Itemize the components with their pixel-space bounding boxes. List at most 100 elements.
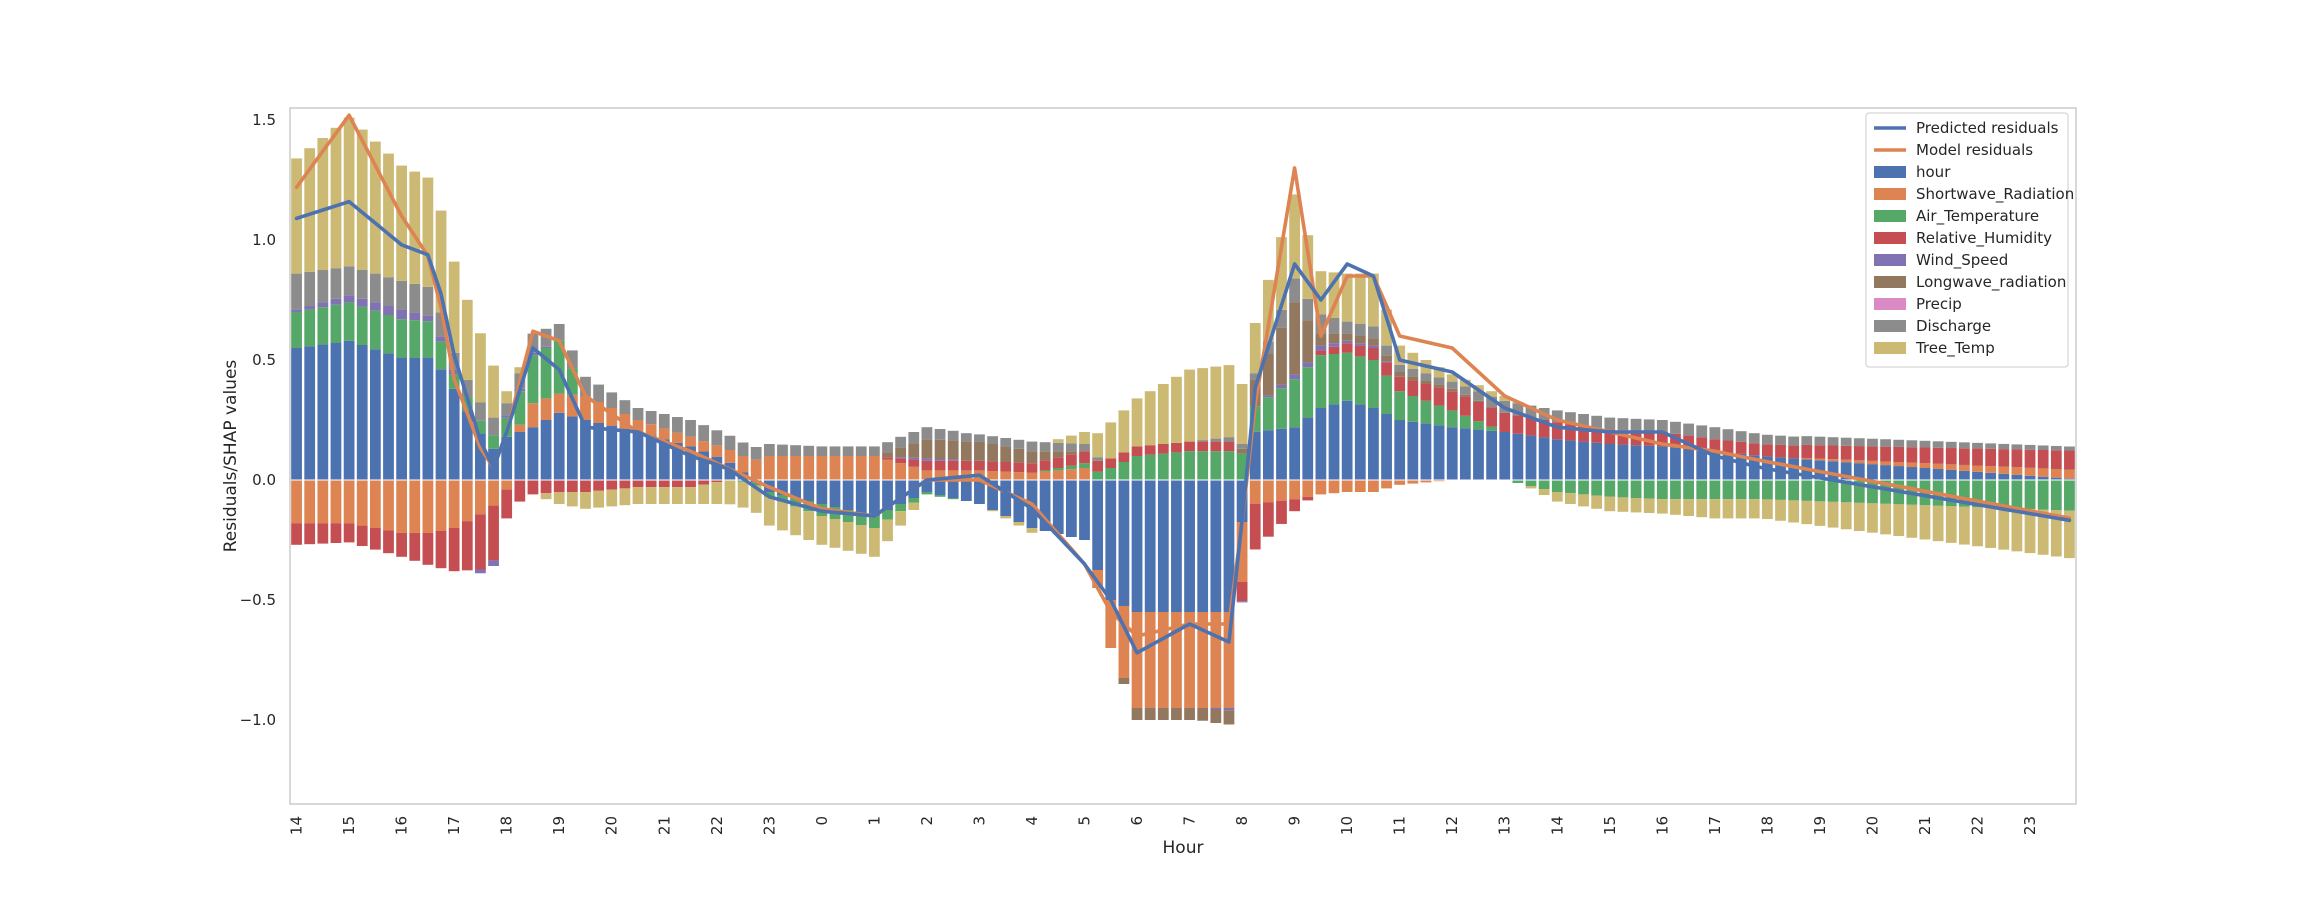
legend-label: Shortwave_Radiation	[1916, 185, 2074, 204]
bar-discharge-23	[593, 384, 604, 402]
bar-air-temperature-4	[343, 302, 355, 341]
bar-tree-temp-8	[396, 165, 408, 281]
bar-tree-temp-42	[842, 522, 854, 551]
bar-tree-temp-111	[1748, 499, 1760, 519]
bar-discharge-3	[330, 268, 342, 299]
bar-discharge-104	[1656, 420, 1668, 432]
bar-relative-humidity-132	[2024, 449, 2036, 468]
bar-hour-132	[2024, 475, 2036, 480]
legend-label: Relative_Humidity	[1916, 229, 2052, 248]
bar-tree-temp-6	[369, 141, 381, 274]
x-tick-label: 11	[1391, 816, 1409, 835]
bar-wind-speed-74	[1262, 395, 1274, 398]
bar-tree-temp-35	[750, 485, 762, 513]
x-tick-label: 0	[813, 816, 831, 826]
bar-shortwave-radiation-60	[1079, 468, 1090, 480]
bar-air-temperature-50	[947, 498, 959, 500]
x-tick-label: 23	[760, 816, 778, 835]
bar-relative-humidity-16	[501, 489, 513, 519]
bar-tree-temp-117	[1827, 501, 1839, 528]
bar-discharge-132	[2024, 444, 2036, 450]
bar-shortwave-radiation-46	[895, 463, 907, 480]
bar-discharge-99	[1591, 415, 1603, 428]
bar-shortwave-radiation-68	[1184, 612, 1195, 708]
bar-discharge-34	[737, 442, 749, 456]
bar-hour-79	[1328, 404, 1340, 480]
bar-hour-134	[2050, 477, 2062, 480]
bar-air-temperature-107	[1696, 480, 1708, 500]
bar-tree-temp-23	[593, 490, 604, 508]
bar-shortwave-radiation-23	[593, 402, 604, 423]
bar-shortwave-radiation-17	[514, 424, 526, 432]
bar-shortwave-radiation-85	[1407, 480, 1419, 484]
bar-longwave-radiation-82	[1368, 338, 1379, 346]
bar-tree-temp-65	[1144, 391, 1156, 446]
bar-longwave-radiation-80	[1341, 333, 1353, 341]
bar-tree-temp-77	[1302, 235, 1314, 299]
bar-relative-humidity-13	[461, 521, 473, 571]
bar-shortwave-radiation-3	[330, 480, 342, 524]
bar-relative-humidity-85	[1407, 380, 1419, 396]
bar-hour-45	[882, 480, 893, 510]
bar-shortwave-radiation-124	[1919, 463, 1931, 468]
bar-hour-85	[1407, 421, 1419, 480]
bar-relative-humidity-14	[475, 514, 486, 570]
bar-tree-temp-17	[514, 367, 526, 374]
bar-hour-84	[1394, 420, 1406, 480]
bar-tree-temp-81	[1354, 273, 1366, 324]
bar-discharge-103	[1643, 419, 1655, 432]
bar-discharge-58	[1052, 442, 1064, 452]
bar-discharge-79	[1328, 318, 1340, 334]
bar-discharge-90	[1473, 391, 1484, 401]
bar-discharge-20	[553, 324, 565, 341]
bar-shortwave-radiation-66	[1157, 612, 1169, 708]
bar-air-temperature-80	[1341, 352, 1353, 401]
bar-discharge-100	[1604, 417, 1616, 430]
bar-air-temperature-111	[1748, 480, 1760, 500]
bar-air-temperature-18	[527, 355, 539, 404]
bar-wind-speed-70	[1210, 708, 1222, 710]
bar-hour-73	[1249, 431, 1261, 480]
bar-discharge-129	[1985, 443, 1997, 449]
bar-shortwave-radiation-10	[422, 480, 434, 533]
bar-tree-temp-132	[2024, 509, 2036, 554]
bar-discharge-35	[750, 447, 762, 460]
bar-relative-humidity-127	[1958, 448, 1970, 465]
bar-wind-speed-81	[1354, 343, 1366, 346]
bar-relative-humidity-63	[1118, 452, 1130, 462]
bar-discharge-135	[2064, 446, 2075, 451]
bar-relative-humidity-100	[1604, 429, 1616, 444]
bar-discharge-21	[566, 350, 578, 369]
bar-relative-humidity-75	[1276, 500, 1287, 524]
bar-relative-humidity-80	[1341, 343, 1353, 353]
bar-discharge-72	[1236, 444, 1248, 449]
bar-relative-humidity-131	[2011, 449, 2023, 468]
bar-discharge-54	[1000, 438, 1012, 447]
bar-tree-temp-106	[1683, 499, 1694, 516]
bar-air-temperature-57	[1039, 470, 1051, 472]
bar-air-temperature-7	[383, 315, 394, 354]
bar-relative-humidity-111	[1748, 443, 1760, 456]
bar-hour-126	[1945, 469, 1957, 480]
bar-hour-66	[1157, 480, 1169, 612]
x-tick-label: 21	[1916, 816, 1934, 835]
bar-hour-92	[1499, 432, 1511, 480]
bar-air-temperature-103	[1643, 480, 1655, 499]
bar-discharge-49	[934, 429, 946, 440]
bar-shortwave-radiation-84	[1394, 480, 1406, 485]
x-tick-label: 2	[918, 816, 936, 826]
bar-tree-temp-123	[1906, 504, 1918, 538]
bar-hour-63	[1118, 480, 1130, 606]
bar-longwave-radiation-48	[921, 439, 933, 459]
bar-hour-19	[540, 420, 552, 480]
bar-hour-38	[790, 480, 801, 498]
bar-relative-humidity-0	[291, 523, 302, 545]
bar-discharge-16	[501, 403, 513, 416]
bar-relative-humidity-97	[1565, 424, 1576, 441]
bar-air-temperature-14	[475, 420, 486, 434]
bar-discharge-117	[1827, 437, 1839, 446]
bar-discharge-29	[672, 417, 683, 433]
bar-wind-speed-71	[1223, 708, 1235, 711]
bar-hour-2	[317, 344, 329, 480]
bar-longwave-radiation-77	[1302, 320, 1314, 363]
